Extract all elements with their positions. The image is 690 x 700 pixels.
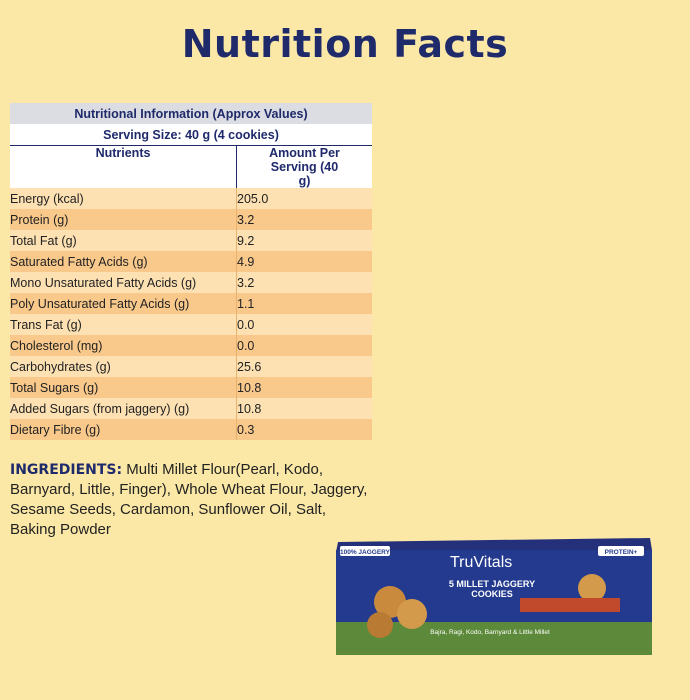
nutrition-table: Nutritional Information (Approx Values) … [10, 103, 372, 440]
nutrient-amount: 205.0 [236, 188, 372, 209]
serving-size: Serving Size: 40 g (4 cookies) [10, 124, 372, 146]
table-row: Mono Unsaturated Fatty Acids (g) 3.2 [10, 272, 372, 293]
nutrient-name: Protein (g) [10, 209, 237, 230]
ingredients-text: Multi Millet Flour(Pearl, Kodo, Barnyard… [10, 461, 368, 538]
nutrient-name: Total Sugars (g) [10, 377, 237, 398]
nutrient-amount: 3.2 [236, 272, 372, 293]
protein-badge: PROTEIN+ [605, 549, 638, 556]
column-header: Nutrients [10, 145, 237, 188]
table-row: Total Fat (g) 9.2 [10, 230, 372, 251]
product-name: COOKIES [471, 589, 513, 599]
badge-bg [340, 546, 390, 556]
table-caption: Nutritional Information (Approx Values) [10, 103, 372, 124]
box-top [336, 538, 652, 552]
table-row: Energy (kcal) 205.0 [10, 188, 372, 209]
nutrient-amount: 9.2 [236, 230, 372, 251]
brand: TruVitals [450, 554, 512, 571]
badge: 100% JAGGERY [340, 549, 391, 556]
nutrient-name: Total Fat (g) [10, 230, 237, 251]
cookie [367, 612, 393, 638]
table-row: Poly Unsaturated Fatty Acids (g) 1.1 [10, 293, 372, 314]
protein-bg [598, 546, 644, 556]
nutrient-amount: 0.0 [236, 335, 372, 356]
nutrient-name: Poly Unsaturated Fatty Acids (g) [10, 293, 237, 314]
product-box: 100% JAGGERY TruVitals 5 MILLET JAGGERY … [336, 538, 652, 655]
ingredients: INGREDIENTS: Multi Millet Flour(Pearl, K… [10, 460, 372, 540]
nutrient-name: Carbohydrates (g) [10, 356, 237, 377]
table-row: Trans Fat (g) 0.0 [10, 314, 372, 335]
nutrient-amount: 1.1 [236, 293, 372, 314]
nutrient-name: Mono Unsaturated Fatty Acids (g) [10, 272, 237, 293]
table-row: Dietary Fibre (g) 0.3 [10, 419, 372, 440]
nutrient-amount: 25.6 [236, 356, 372, 377]
table-row: Protein (g) 3.2 [10, 209, 372, 230]
table-row: Saturated Fatty Acids (g) 4.9 [10, 251, 372, 272]
nutrient-amount: 3.2 [236, 209, 372, 230]
nutrient-amount: 0.0 [236, 314, 372, 335]
nutrient-name: Trans Fat (g) [10, 314, 237, 335]
cookie [397, 599, 427, 629]
column-header: Amount Per Serving (40 g) [236, 145, 372, 188]
table-row: Added Sugars (from jaggery) (g) 10.8 [10, 398, 372, 419]
nutrient-name: Energy (kcal) [10, 188, 237, 209]
nutrient-name: Cholesterol (mg) [10, 335, 237, 356]
page-title: Nutrition Facts [181, 22, 509, 66]
nutrient-amount: 4.9 [236, 251, 372, 272]
nutrient-amount: 10.8 [236, 398, 372, 419]
cookie-character [578, 574, 606, 602]
nutrient-name: Saturated Fatty Acids (g) [10, 251, 237, 272]
nutrient-name: Dietary Fibre (g) [10, 419, 237, 440]
table-row: Carbohydrates (g) 25.6 [10, 356, 372, 377]
millets: Bajra, Ragi, Kodo, Barnyard & Little Mil… [430, 629, 550, 636]
ingredients-label: INGREDIENTS: [10, 462, 123, 478]
table-row: Cholesterol (mg) 0.0 [10, 335, 372, 356]
nutrient-amount: 0.3 [236, 419, 372, 440]
nutrient-name: Added Sugars (from jaggery) (g) [10, 398, 237, 419]
nutrient-amount: 10.8 [236, 377, 372, 398]
train [520, 598, 620, 612]
table-row: Total Sugars (g) 10.8 [10, 377, 372, 398]
product-name: 5 MILLET JAGGERY [449, 579, 535, 589]
